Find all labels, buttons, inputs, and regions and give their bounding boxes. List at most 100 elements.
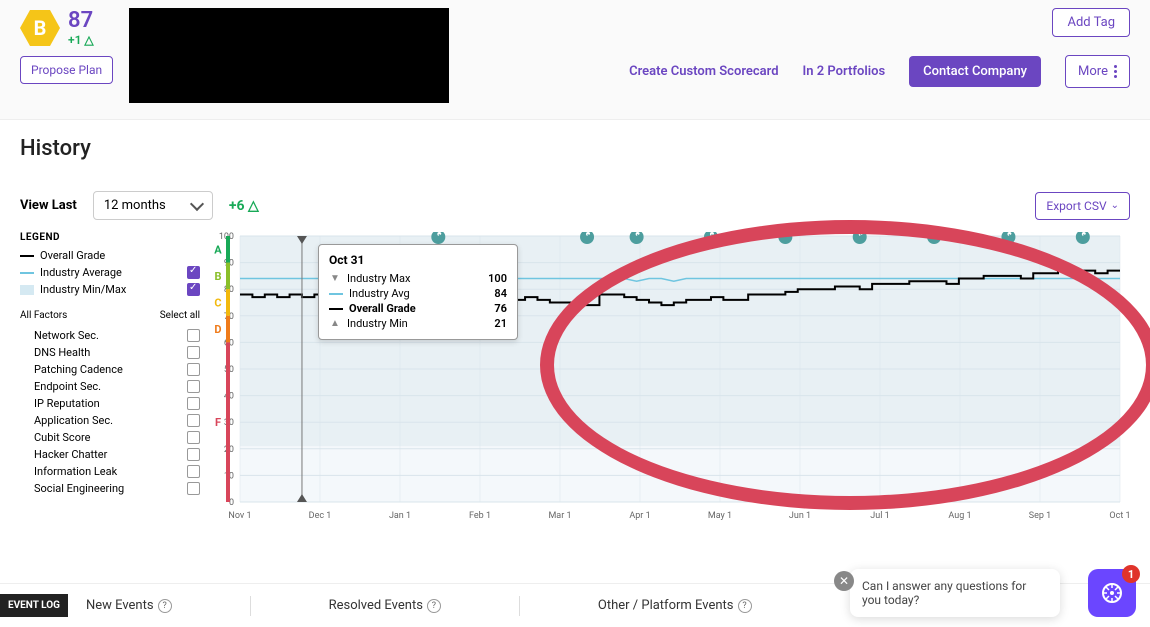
factor-checkbox[interactable]: [187, 414, 200, 427]
chat-bubble: ✕ Can I answer any questions for you tod…: [850, 569, 1060, 617]
factor-label: Network Sec.: [34, 329, 99, 342]
factor-label: Endpoint Sec.: [34, 380, 101, 393]
help-icon[interactable]: ?: [158, 599, 172, 613]
factor-checkbox[interactable]: [187, 380, 200, 393]
factor-row[interactable]: Hacker Chatter: [20, 446, 200, 463]
factor-checkbox[interactable]: [187, 431, 200, 444]
all-factors-label: All Factors: [20, 310, 67, 321]
legend-label: Industry Average: [40, 266, 122, 279]
chat-badge-count: 1: [1122, 565, 1140, 583]
legend-label: Industry Min/Max: [40, 283, 126, 296]
factor-checkbox[interactable]: [187, 363, 200, 376]
factor-label: Patching Cadence: [34, 363, 123, 376]
factor-label: Application Sec.: [34, 414, 113, 427]
factor-row[interactable]: Endpoint Sec.: [20, 378, 200, 395]
legend-overall-grade: Overall Grade: [20, 249, 200, 262]
legend-industry-minmax[interactable]: Industry Min/Max: [20, 283, 200, 296]
svg-text:May 1: May 1: [708, 511, 732, 521]
factor-checkbox[interactable]: [187, 397, 200, 410]
export-csv-label: Export CSV: [1046, 199, 1106, 213]
svg-text:Jun 1: Jun 1: [789, 511, 811, 521]
chart-tooltip: Oct 31 ▼Industry Max100Industry Avg84Ove…: [318, 244, 518, 340]
industry-minmax-checkbox[interactable]: [187, 283, 200, 296]
tab-new-events[interactable]: New Events ?: [68, 598, 190, 613]
factor-label: DNS Health: [34, 346, 90, 359]
history-chart[interactable]: 0102030405060708090100ABCDFNov 1Dec 1Jan…: [200, 232, 1130, 522]
factor-row[interactable]: Patching Cadence: [20, 361, 200, 378]
factor-checkbox[interactable]: [187, 329, 200, 342]
header-bar: B 87 +1 △ Propose Plan Add Tag Create Cu…: [0, 0, 1150, 120]
svg-text:Apr 1: Apr 1: [629, 511, 650, 521]
view-last-select[interactable]: 12 months: [93, 191, 213, 220]
export-csv-button[interactable]: Export CSV ⌄: [1035, 192, 1130, 220]
add-tag-button[interactable]: Add Tag: [1052, 8, 1130, 37]
factor-row[interactable]: Cubit Score: [20, 429, 200, 446]
legend-industry-avg[interactable]: Industry Average: [20, 266, 200, 279]
propose-plan-button[interactable]: Propose Plan: [20, 56, 113, 84]
history-delta: +6 △: [229, 198, 259, 214]
factor-row[interactable]: Network Sec.: [20, 327, 200, 344]
portfolios-link[interactable]: In 2 Portfolios: [803, 64, 886, 79]
svg-text:Oct 1: Oct 1: [1109, 511, 1130, 521]
redacted-company-block: [129, 8, 449, 103]
more-button[interactable]: More: [1065, 55, 1130, 88]
chat-launcher-button[interactable]: 1: [1088, 569, 1136, 617]
factor-checkbox[interactable]: [187, 346, 200, 359]
svg-text:Mar 1: Mar 1: [548, 511, 571, 521]
factor-label: Hacker Chatter: [34, 448, 107, 461]
create-custom-scorecard-link[interactable]: Create Custom Scorecard: [629, 64, 778, 79]
svg-text:A: A: [214, 243, 222, 256]
grade-hexagon: B: [20, 8, 60, 48]
factor-label: Social Engineering: [34, 482, 124, 495]
factor-checkbox[interactable]: [187, 448, 200, 461]
svg-text:Nov 1: Nov 1: [228, 511, 251, 521]
chevron-down-icon: ⌄: [1111, 200, 1119, 211]
more-dots-icon: [1114, 65, 1117, 78]
factor-row[interactable]: Social Engineering: [20, 480, 200, 497]
tooltip-date: Oct 31: [329, 253, 507, 267]
legend-panel: LEGEND Overall Grade Industry Average In…: [20, 232, 200, 522]
svg-text:Feb 1: Feb 1: [469, 511, 491, 521]
page-title: History: [20, 136, 1130, 161]
chat-prompt-text: Can I answer any questions for you today…: [862, 579, 1026, 607]
more-button-label: More: [1078, 64, 1108, 79]
contact-company-button[interactable]: Contact Company: [909, 56, 1041, 87]
tab-label: Resolved Events: [329, 598, 423, 613]
tab-label: Other / Platform Events: [598, 598, 734, 613]
svg-text:Aug 1: Aug 1: [948, 511, 971, 521]
legend-title: LEGEND: [20, 232, 200, 243]
factor-checkbox[interactable]: [187, 465, 200, 478]
main-content: History View Last 12 months +6 △ Export …: [0, 120, 1150, 522]
help-icon[interactable]: ?: [427, 599, 441, 613]
swatch-black-line-icon: [20, 255, 34, 257]
score-value: 87: [68, 8, 94, 33]
tab-other-events[interactable]: Other / Platform Events ?: [580, 598, 770, 613]
legend-label: Overall Grade: [40, 249, 105, 262]
swatch-blue-line-icon: [20, 272, 34, 274]
chat-icon: [1100, 581, 1124, 605]
svg-text:D: D: [214, 323, 221, 336]
factor-label: Cubit Score: [34, 431, 90, 444]
svg-text:Jul 1: Jul 1: [870, 511, 889, 521]
select-all-link[interactable]: Select all: [160, 310, 200, 321]
factor-checkbox[interactable]: [187, 482, 200, 495]
svg-text:F: F: [215, 416, 221, 429]
factor-row[interactable]: Information Leak: [20, 463, 200, 480]
factor-row[interactable]: IP Reputation: [20, 395, 200, 412]
view-last-label: View Last: [20, 198, 77, 213]
event-log-badge: EVENT LOG: [0, 594, 68, 617]
history-controls: View Last 12 months +6 △ Export CSV ⌄: [20, 191, 1130, 220]
svg-text:Jan 1: Jan 1: [389, 511, 411, 521]
svg-text:Dec 1: Dec 1: [309, 511, 332, 521]
svg-text:Sep 1: Sep 1: [1029, 511, 1051, 521]
chat-close-button[interactable]: ✕: [834, 571, 854, 591]
factor-label: Information Leak: [34, 465, 117, 478]
score-delta: +1 △: [68, 33, 94, 47]
factor-row[interactable]: DNS Health: [20, 344, 200, 361]
factor-row[interactable]: Application Sec.: [20, 412, 200, 429]
help-icon[interactable]: ?: [738, 599, 752, 613]
svg-text:C: C: [214, 297, 221, 310]
tab-resolved-events[interactable]: Resolved Events ?: [311, 598, 459, 613]
industry-avg-checkbox[interactable]: [187, 266, 200, 279]
svg-text:B: B: [214, 270, 221, 283]
